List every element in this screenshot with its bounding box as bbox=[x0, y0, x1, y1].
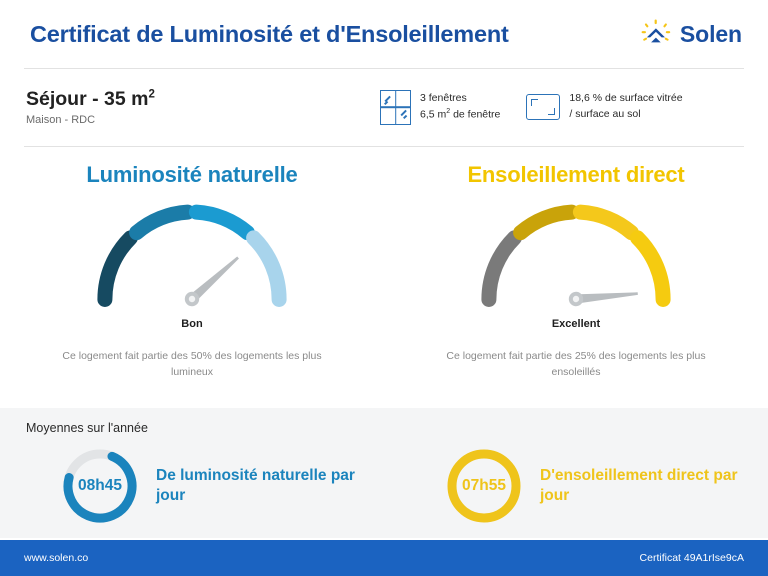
page-header: Certificat de Luminosité et d'Ensoleille… bbox=[0, 0, 768, 68]
property-subtitle: Maison - RDC bbox=[26, 114, 96, 127]
divider-top bbox=[24, 68, 744, 69]
gauge-panels: Luminosité naturelle Bon bbox=[0, 150, 768, 400]
average-item-ensoleillement: 07h55 D'ensoleillement direct par jour bbox=[384, 446, 768, 526]
fact-glazing-denominator: / surface au sol bbox=[569, 108, 641, 120]
property-title: Séjour - 35 m2 bbox=[26, 88, 380, 110]
donut-luminosite-value: 08h45 bbox=[78, 477, 122, 494]
solen-sun-house-logo-icon bbox=[641, 19, 671, 49]
divider-middle bbox=[24, 146, 744, 147]
footer-certificate-id: Certificat 49A1rIse9cA bbox=[639, 552, 744, 564]
gauge-segment-3 bbox=[572, 204, 639, 241]
window-grid-icon bbox=[380, 89, 411, 125]
fact-windows-count: 3 fenêtres bbox=[420, 92, 467, 104]
gauge-needle bbox=[568, 291, 638, 307]
averages-band: Moyennes sur l'année 08h45 De luminosité… bbox=[0, 408, 768, 538]
page-title: Certificat de Luminosité et d'Ensoleille… bbox=[30, 20, 509, 47]
panel-ensoleillement-rating: Excellent bbox=[551, 318, 601, 330]
donut-ensoleillement-value: 07h55 bbox=[462, 477, 506, 494]
panel-luminosite: Luminosité naturelle Bon bbox=[0, 150, 384, 400]
panel-luminosite-rating: Bon bbox=[181, 318, 203, 330]
gauge-segment-1 bbox=[97, 230, 138, 307]
averages-heading: Moyennes sur l'année bbox=[26, 421, 148, 435]
brand-name: Solen bbox=[679, 20, 742, 47]
property-title-text: Séjour - 35 m bbox=[26, 87, 149, 110]
property-summary-row: Séjour - 35 m2 Maison - RDC 3 fenêtres 6… bbox=[0, 68, 768, 146]
footer-website-link[interactable]: www.solen.co bbox=[24, 552, 89, 564]
fact-glazing-percent: 18,6 % de surface vitrée bbox=[569, 92, 683, 105]
gauge-segment-2 bbox=[513, 204, 580, 241]
floor-surface-icon bbox=[526, 94, 561, 120]
average-item-luminosite: 08h45 De luminosité naturelle par jour bbox=[0, 446, 384, 526]
panel-ensoleillement: Ensoleillement direct Excel bbox=[384, 150, 768, 400]
property-title-superscript: 2 bbox=[148, 88, 155, 101]
panel-ensoleillement-title: Ensoleillement direct bbox=[467, 162, 685, 187]
gauge-segment-4 bbox=[246, 230, 287, 307]
property-facts: 3 fenêtres 6,5 m2 de fenêtre 18,6 % de s… bbox=[380, 89, 683, 125]
panel-ensoleillement-note: Ce logement fait partie des 25% des loge… bbox=[446, 350, 706, 379]
gauge-segment-4 bbox=[630, 230, 671, 307]
brand-logo: Solen bbox=[641, 19, 742, 49]
gauge-ensoleillement bbox=[466, 194, 686, 312]
averages-items: 08h45 De luminosité naturelle par jour 0… bbox=[0, 446, 768, 526]
panel-luminosite-title: Luminosité naturelle bbox=[86, 162, 298, 187]
donut-luminosite: 08h45 bbox=[60, 446, 140, 526]
fact-windows-area: 6,5 m2 de fenêtre bbox=[420, 107, 501, 121]
fact-glazing-ratio-text: 18,6 % de surface vitrée / surface au so… bbox=[569, 91, 682, 123]
donut-ensoleillement: 07h55 bbox=[444, 446, 524, 526]
average-ensoleillement-label: D'ensoleillement direct par jour bbox=[540, 466, 738, 504]
page-footer: www.solen.co Certificat 49A1rIse9cA bbox=[0, 540, 768, 576]
gauge-needle bbox=[184, 256, 239, 307]
fact-glazing-ratio: 18,6 % de surface vitrée / surface au so… bbox=[526, 91, 683, 123]
gauge-segment-1 bbox=[481, 230, 522, 307]
fact-windows: 3 fenêtres 6,5 m2 de fenêtre bbox=[380, 89, 500, 125]
gauge-segment-2 bbox=[129, 204, 196, 241]
fact-windows-text: 3 fenêtres 6,5 m2 de fenêtre bbox=[420, 91, 500, 123]
gauge-segment-3 bbox=[188, 204, 255, 241]
property-identity: Séjour - 35 m2 Maison - RDC bbox=[0, 88, 380, 126]
average-luminosite-label: De luminosité naturelle par jour bbox=[156, 466, 355, 504]
panel-luminosite-note: Ce logement fait partie des 50% des loge… bbox=[62, 350, 322, 379]
gauge-luminosite bbox=[82, 194, 302, 312]
